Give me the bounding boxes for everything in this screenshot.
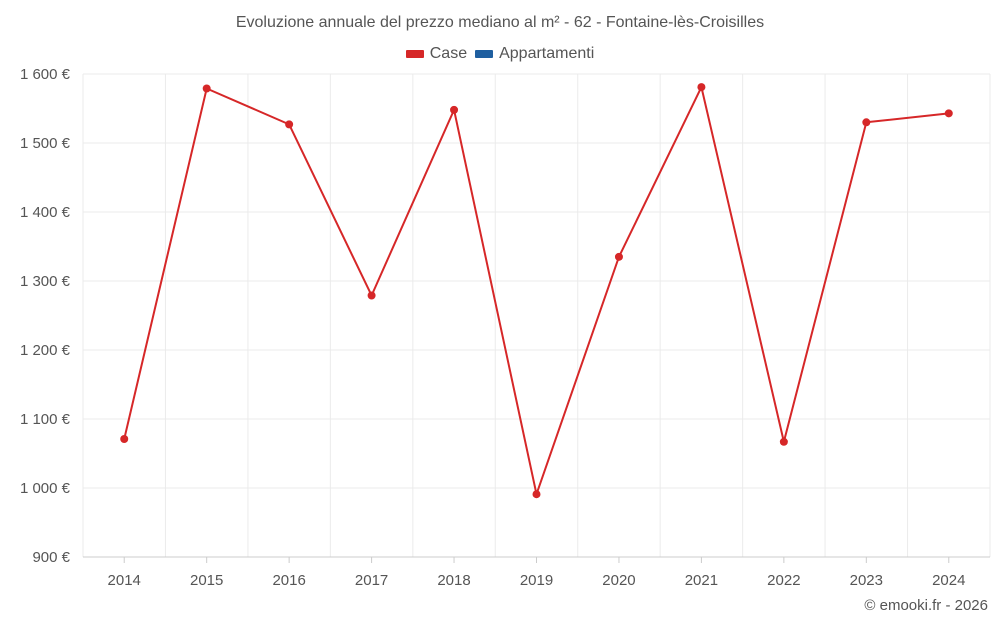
legend-label-appartamenti: Appartamenti bbox=[499, 45, 595, 62]
credit-text: © emooki.fr - 2026 bbox=[864, 597, 988, 614]
data-point bbox=[285, 120, 294, 129]
x-tick-label: 2023 bbox=[850, 572, 883, 589]
x-tick-label: 2017 bbox=[355, 572, 388, 589]
chart-legend: Case Appartamenti bbox=[0, 45, 1000, 63]
y-tick-label: 1 300 € bbox=[20, 273, 71, 290]
data-point bbox=[614, 252, 623, 261]
data-point bbox=[120, 435, 129, 444]
x-tick-label: 2014 bbox=[108, 572, 141, 589]
x-tick-label: 2020 bbox=[602, 572, 635, 589]
y-tick-label: 1 000 € bbox=[20, 480, 71, 497]
x-tick-label: 2018 bbox=[437, 572, 470, 589]
y-tick-label: 1 600 € bbox=[20, 66, 71, 83]
data-point bbox=[202, 84, 211, 93]
data-point bbox=[532, 490, 541, 499]
legend-swatch-appartamenti bbox=[475, 50, 494, 58]
y-tick-label: 1 200 € bbox=[20, 342, 71, 359]
x-tick-label: 2015 bbox=[190, 572, 223, 589]
x-tick-label: 2022 bbox=[767, 572, 800, 589]
legend-label-case: Case bbox=[429, 45, 468, 62]
legend-item-case[interactable]: Case bbox=[405, 45, 468, 63]
data-point bbox=[862, 118, 871, 127]
y-tick-label: 900 € bbox=[32, 549, 70, 566]
y-tick-label: 1 400 € bbox=[20, 204, 71, 221]
x-tick-label: 2021 bbox=[685, 572, 718, 589]
data-point bbox=[779, 437, 788, 446]
data-point bbox=[697, 83, 706, 92]
legend-item-appartamenti[interactable]: Appartamenti bbox=[475, 45, 594, 63]
x-tick-label: 2024 bbox=[932, 572, 965, 589]
data-point bbox=[450, 105, 459, 114]
chart-title: Evoluzione annuale del prezzo mediano al… bbox=[235, 14, 765, 31]
x-tick-label: 2016 bbox=[272, 572, 305, 589]
y-tick-label: 1 500 € bbox=[20, 135, 71, 152]
y-tick-label: 1 100 € bbox=[20, 411, 71, 428]
x-tick-label: 2019 bbox=[520, 572, 553, 589]
data-point bbox=[367, 291, 376, 300]
legend-swatch-case bbox=[405, 50, 424, 58]
data-point bbox=[944, 109, 953, 118]
